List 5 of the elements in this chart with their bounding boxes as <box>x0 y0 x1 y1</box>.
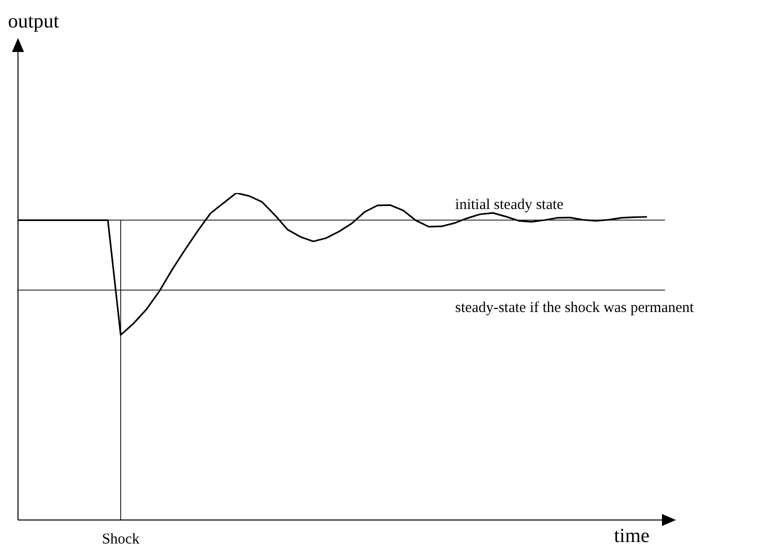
ref-line-label: initial steady state <box>455 197 564 214</box>
x-axis-title: time <box>614 525 650 547</box>
ref-line-label: steady-state if the shock was permanent <box>455 300 695 316</box>
text: Shock <box>102 531 140 547</box>
text: output <box>8 10 60 32</box>
